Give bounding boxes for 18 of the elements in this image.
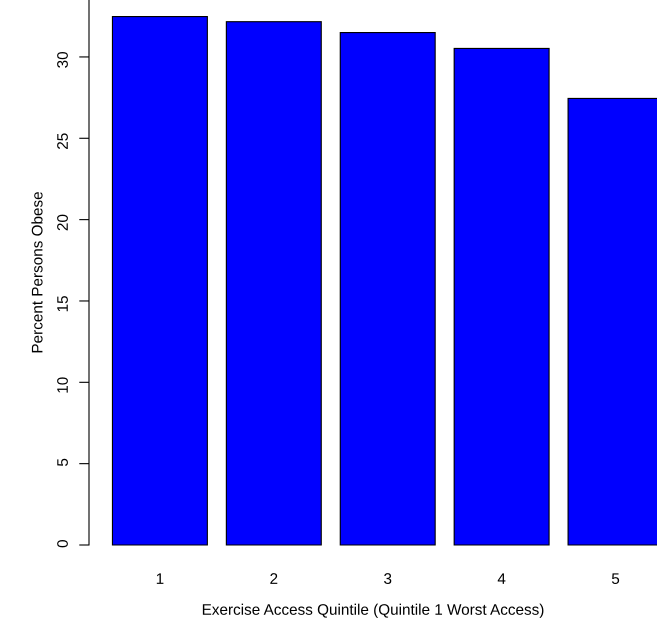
y-tick-label: 15 <box>57 296 68 312</box>
x-tick-label: 4 <box>498 573 506 584</box>
y-tick-label: 10 <box>57 377 68 393</box>
bar <box>454 48 550 546</box>
y-tick-label: 25 <box>57 133 68 149</box>
y-axis-title: Percent Persons Obese <box>31 192 43 352</box>
x-tick-label: 1 <box>156 573 164 584</box>
bar <box>112 16 208 546</box>
x-axis-title: Exercise Access Quintile (Quintile 1 Worst Access) <box>202 604 544 618</box>
y-tick-label: 0 <box>57 540 68 548</box>
x-tick-label: 5 <box>612 573 620 584</box>
x-tick-label: 2 <box>270 573 278 584</box>
bar <box>340 32 436 546</box>
y-tick-label: 30 <box>57 52 68 68</box>
x-tick-label: 3 <box>384 573 392 584</box>
y-tick-label: 5 <box>57 458 68 466</box>
bar <box>226 21 322 546</box>
y-tick-label: 20 <box>57 214 68 230</box>
